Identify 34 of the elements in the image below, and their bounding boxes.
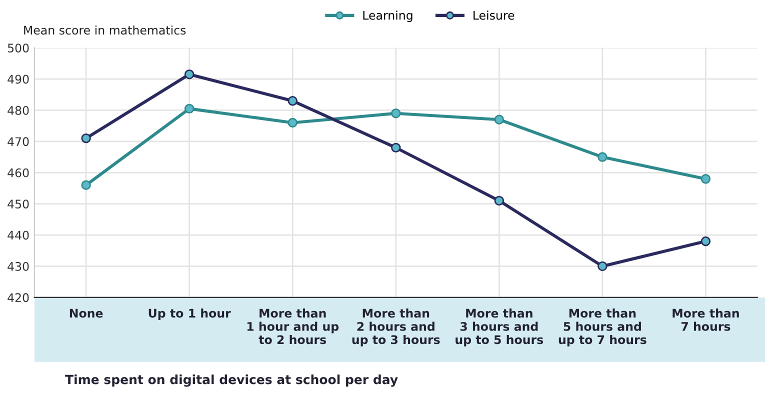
point [288, 96, 298, 106]
point [700, 174, 711, 184]
y-tick-label: 420 [8, 293, 29, 302]
y-tick-label: 430 [8, 262, 29, 271]
y-tick-label: 480 [8, 106, 29, 115]
x-tick-label: More than 5 hours and up to 7 hours [558, 308, 646, 346]
y-tick-label: 460 [8, 168, 29, 178]
y-tick-label: 450 [8, 200, 29, 208]
y-axis-title: Mean score in mathematics [24, 25, 186, 35]
point [598, 152, 608, 162]
x-tick-label: More than 7 hours [672, 308, 739, 331]
point [184, 70, 194, 80]
point [391, 108, 401, 118]
x-tick-label: More than 2 hours and up to 3 hours [352, 308, 440, 346]
y-tick-label: 500 [8, 44, 29, 52]
y-tick-label: 440 [8, 230, 29, 240]
point [700, 236, 711, 246]
x-tick-label: None [70, 308, 103, 318]
point [391, 142, 401, 153]
x-tick-label: More than 3 hours and up to 5 hours [456, 308, 544, 346]
x-axis-title: Time spent on digital devices at school per day [65, 374, 398, 387]
x-tick-label: More than 1 hour and up to 2 hours [247, 308, 339, 344]
point [494, 114, 504, 124]
point [81, 133, 91, 144]
point [494, 196, 504, 206]
y-tick-label: 470 [8, 137, 29, 146]
legend-label: Leisure [474, 10, 514, 20]
x-tick-label: Up to 1 hour [148, 308, 231, 320]
y-tick-label: 490 [8, 74, 29, 84]
point [288, 118, 298, 128]
legend-label: Learning [363, 10, 412, 22]
point [598, 261, 608, 272]
point [184, 104, 194, 114]
point [81, 180, 91, 190]
